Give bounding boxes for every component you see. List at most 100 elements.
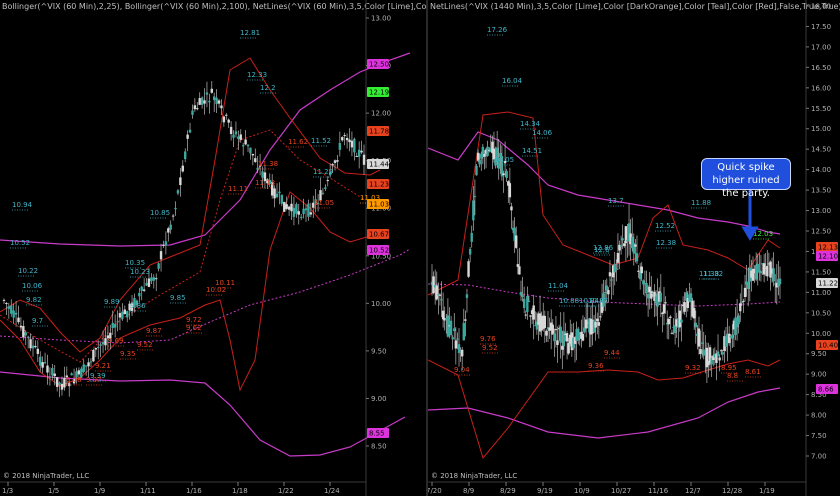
candle-body (70, 373, 73, 376)
candle-body (745, 281, 748, 285)
candle-body (759, 271, 763, 274)
candle-body (735, 318, 739, 328)
candle-body (686, 297, 690, 308)
candle-body (328, 172, 332, 176)
right-chart-canvas[interactable]: 18.00 17.50 17.00 16.50 16.00 15.50 15.00 14.50… (428, 0, 840, 496)
swing-label: 9.89 (104, 298, 120, 306)
date-tick-label: 1/16 (186, 487, 202, 495)
candle-body (176, 190, 180, 194)
right-date-axis: 7/20 8/9 8/29 9/19 10/9 10/27 11/16 12/7 12/28 1/… (428, 481, 806, 495)
candle-body (65, 375, 69, 378)
candle-body (515, 235, 518, 248)
candle-body (210, 88, 213, 93)
candle-body (179, 177, 182, 186)
candle-body (767, 263, 771, 265)
price-tick-label: 9.00 (811, 371, 827, 379)
candle-body (567, 343, 570, 354)
candle-body (285, 204, 288, 209)
candle-body (650, 291, 653, 299)
candle-body (576, 328, 580, 341)
candle-body (626, 239, 629, 242)
candle-body (604, 291, 607, 293)
candle-body (46, 365, 49, 373)
price-badge-label: 11.44 (369, 161, 390, 169)
candle-body (97, 347, 100, 349)
swing-label: 9.52 (482, 344, 498, 352)
candle-body (758, 270, 761, 273)
candle-body (527, 301, 531, 303)
candle-body (729, 335, 732, 338)
swing-label: 14.51 (522, 147, 542, 155)
price-badge (816, 251, 838, 261)
left-chart-canvas[interactable]: 13.0012.5012.0011.5011.0010.5010.009.509… (0, 0, 426, 496)
candle-body (87, 362, 90, 367)
candle-body (505, 171, 508, 179)
candle-body (712, 355, 715, 360)
candle-body (34, 345, 37, 348)
candle-body (707, 361, 710, 366)
candle-body (435, 285, 438, 300)
candle-body (307, 203, 310, 217)
candle-body (694, 322, 697, 328)
candle-body (592, 320, 596, 333)
price-badge-label: 12.10 (818, 253, 838, 261)
swing-label: 8.95 (721, 364, 737, 372)
candle-body (564, 333, 567, 335)
price-tick-label: 17.00 (811, 43, 831, 51)
right-copyright: © 2018 NinjaTrader, LLC (431, 472, 518, 480)
candle-body (742, 300, 745, 302)
candle-body (766, 265, 769, 277)
price-badge (816, 340, 838, 350)
candle-body (624, 226, 628, 244)
swing-label: 9.04 (454, 366, 470, 374)
candle-body (357, 149, 361, 157)
candle-body (643, 282, 647, 284)
price-badge (367, 126, 389, 136)
candle-body (205, 92, 209, 95)
candle-body (152, 277, 155, 281)
candle-body (557, 328, 561, 330)
candle-body (130, 302, 134, 312)
right-chart-panel[interactable]: NetLines(^VIX (1440 Min),3,5,Color [Lime… (428, 0, 840, 496)
candle-body (5, 303, 8, 305)
price-badge (367, 245, 389, 255)
date-tick-label: 10/27 (611, 487, 631, 495)
candle-body (494, 158, 497, 166)
candle-body (747, 281, 750, 289)
candle-body (750, 270, 753, 278)
left-chart-panel[interactable]: Bollinger(^VIX (60 Min),2,25), Bollinger… (0, 0, 428, 496)
candle-body (48, 376, 52, 378)
candle-body (184, 151, 187, 160)
candle-body (324, 187, 327, 189)
candle-body (142, 289, 146, 291)
candle-body (596, 318, 599, 322)
candle-body (627, 223, 631, 241)
candle-body (723, 336, 726, 351)
candle-body (222, 116, 226, 123)
candle-body (256, 167, 259, 171)
candle-body (491, 141, 494, 154)
candle-body (705, 347, 709, 368)
candle-body (355, 155, 358, 157)
candle-body (726, 334, 729, 344)
swing-label: 9.32 (685, 364, 701, 372)
candle-body (26, 336, 30, 338)
candle-body (319, 190, 322, 201)
candle-body (220, 105, 223, 109)
candle-body (331, 164, 334, 166)
swing-label: 9.87 (146, 327, 162, 335)
candle-body (661, 312, 664, 315)
candle-body (727, 333, 731, 344)
swing-label: 10.11 (215, 279, 235, 287)
candle-body (716, 351, 720, 357)
candle-body (295, 204, 298, 214)
candle-body (681, 304, 685, 307)
candle-body (457, 344, 461, 353)
candle-body (17, 317, 20, 323)
candle-body (440, 299, 443, 301)
price-tick-label: 11.50 (811, 268, 831, 276)
candle-body (159, 251, 163, 260)
candle-body (542, 315, 545, 329)
candle-body (762, 263, 766, 275)
